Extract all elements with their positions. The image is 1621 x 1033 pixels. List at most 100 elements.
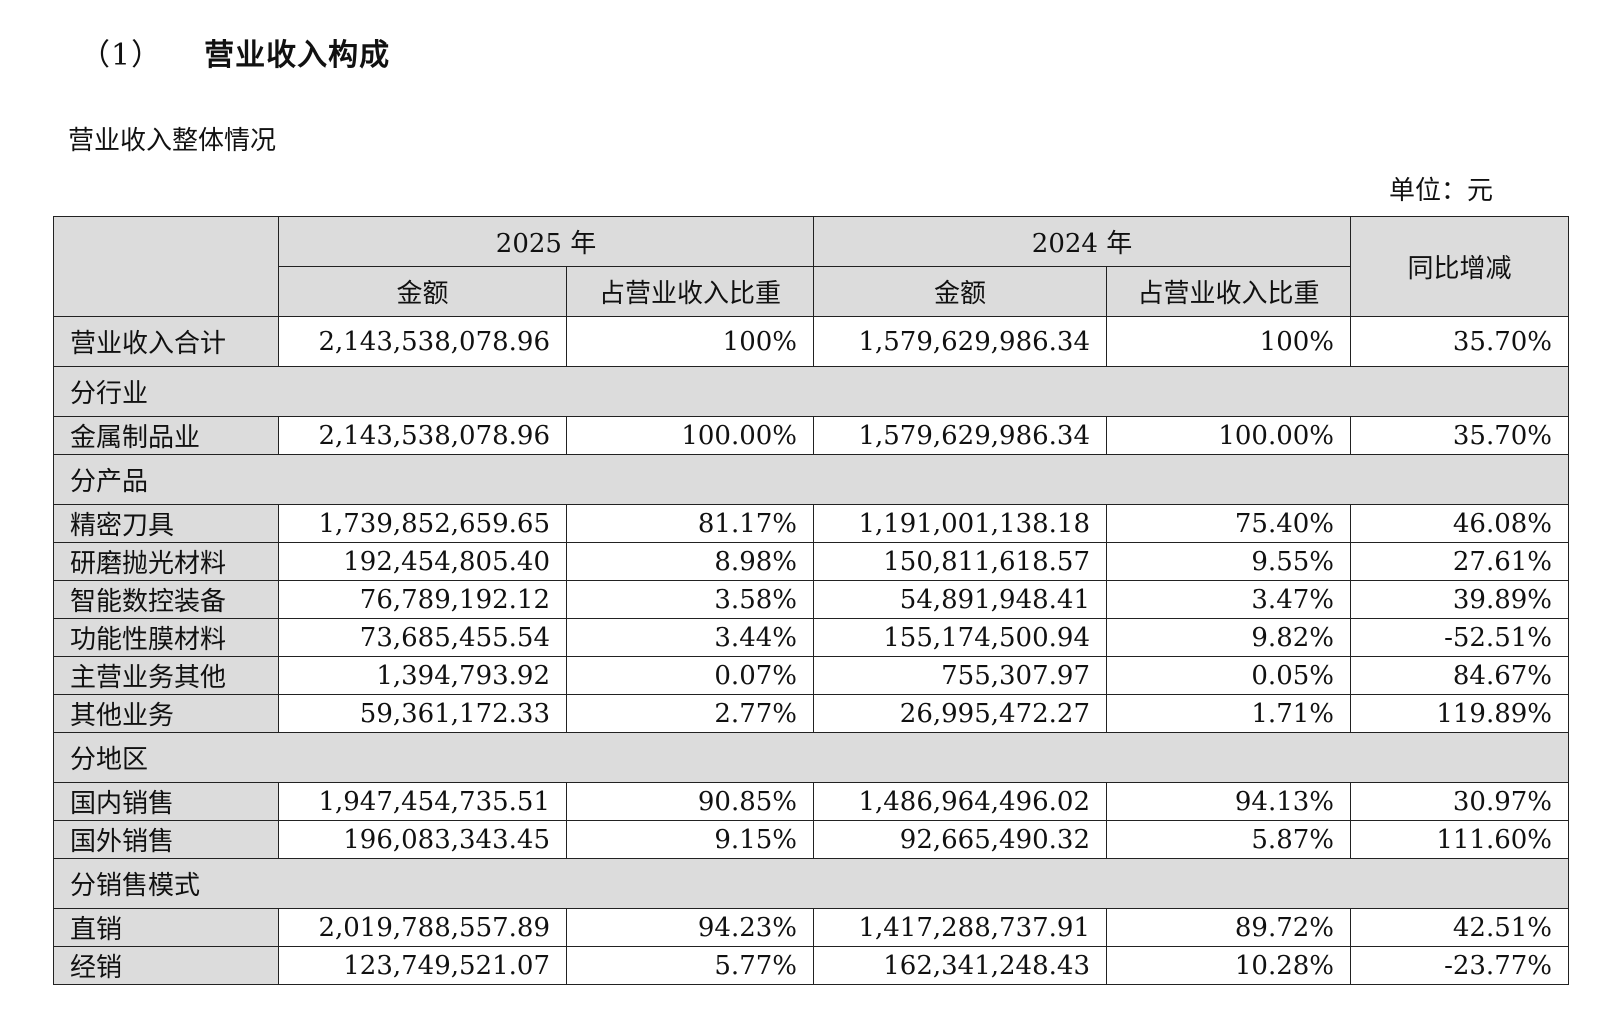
amount-2024-cell: 755,307.97	[813, 656, 1107, 695]
ratio-2024-cell: 3.47%	[1106, 580, 1351, 619]
amount-2024-cell: 92,665,490.32	[813, 820, 1107, 859]
header-ratio-2025: 占营业收入比重	[566, 266, 814, 317]
ratio-2024-cell: 100.00%	[1106, 416, 1351, 455]
yoy-change-cell: -52.51%	[1350, 618, 1569, 657]
header-row-columns: 金额 占营业收入比重 金额 占营业收入比重	[54, 266, 1569, 317]
amount-2024-cell: 1,579,629,986.34	[813, 416, 1107, 455]
amount-2025-cell: 2,143,538,078.96	[278, 316, 567, 367]
ratio-2025-cell: 8.98%	[566, 542, 814, 581]
row-label: 直销	[53, 908, 279, 947]
ratio-2024-cell: 9.82%	[1106, 618, 1351, 657]
amount-2024-cell: 1,579,629,986.34	[813, 316, 1107, 367]
row-label: 国内销售	[53, 782, 279, 821]
section-row: 分地区	[53, 732, 1569, 783]
header-ratio-2024: 占营业收入比重	[1106, 266, 1351, 317]
amount-2025-cell: 123,749,521.07	[278, 946, 567, 985]
revenue-table: 2025 年 2024 年 同比增减 金额 占营业收入比重 金额 占营业收入比重…	[53, 216, 1569, 985]
ratio-2025-cell: 94.23%	[566, 908, 814, 947]
amount-2025-cell: 1,739,852,659.65	[278, 504, 567, 543]
section-label: 分产品	[53, 454, 1569, 505]
ratio-2025-cell: 100%	[566, 316, 814, 367]
amount-2025-cell: 2,019,788,557.89	[278, 908, 567, 947]
yoy-change-cell: 35.70%	[1350, 416, 1569, 455]
yoy-change-cell: -23.77%	[1350, 946, 1569, 985]
ratio-2025-cell: 100.00%	[566, 416, 814, 455]
table-row: 智能数控装备 76,789,192.12 3.58% 54,891,948.41 3.4…	[53, 580, 1569, 619]
header-yoy: 同比增减	[1350, 216, 1569, 317]
amount-2024-cell: 1,417,288,737.91	[813, 908, 1107, 947]
yoy-change-cell: 119.89%	[1350, 694, 1569, 733]
ratio-2024-cell: 5.87%	[1106, 820, 1351, 859]
row-label: 其他业务	[53, 694, 279, 733]
table-subtitle: 营业收入整体情况	[68, 126, 277, 156]
ratio-2025-cell: 5.77%	[566, 946, 814, 985]
amount-2025-cell: 76,789,192.12	[278, 580, 567, 619]
table-body: 营业收入合计 2,143,538,078.96 100% 1,579,629,986.…	[53, 316, 1569, 985]
ratio-2024-cell: 89.72%	[1106, 908, 1351, 947]
header-blank	[53, 216, 279, 317]
amount-2025-cell: 59,361,172.33	[278, 694, 567, 733]
amount-2025-cell: 1,947,454,735.51	[278, 782, 567, 821]
header-amount-2025: 金额	[278, 266, 567, 317]
section-row: 分行业	[53, 366, 1569, 417]
heading-title: 营业收入构成	[204, 38, 391, 73]
section-label: 分行业	[53, 366, 1569, 417]
amount-2024-cell: 155,174,500.94	[813, 618, 1107, 657]
header-year-2025: 2025 年	[278, 216, 814, 267]
amount-2024-cell: 1,486,964,496.02	[813, 782, 1107, 821]
yoy-change-cell: 27.61%	[1350, 542, 1569, 581]
section-label: 分地区	[53, 732, 1569, 783]
table-row: 国外销售 196,083,343.45 9.15% 92,665,490.32 5.87…	[53, 820, 1569, 859]
amount-2025-cell: 2,143,538,078.96	[278, 416, 567, 455]
header-amount-2024: 金额	[813, 266, 1107, 317]
table-row: 国内销售 1,947,454,735.51 90.85% 1,486,964,496.…	[53, 782, 1569, 821]
table-row: 其他业务 59,361,172.33 2.77% 26,995,472.27 1.71%…	[53, 694, 1569, 733]
section-label: 分销售模式	[53, 858, 1569, 909]
table-row: 精密刀具 1,739,852,659.65 81.17% 1,191,001,138.…	[53, 504, 1569, 543]
amount-2025-cell: 1,394,793.92	[278, 656, 567, 695]
amount-2025-cell: 73,685,455.54	[278, 618, 567, 657]
amount-2024-cell: 150,811,618.57	[813, 542, 1107, 581]
ratio-2025-cell: 0.07%	[566, 656, 814, 695]
row-label: 金属制品业	[53, 416, 279, 455]
yoy-change-cell: 46.08%	[1350, 504, 1569, 543]
row-label: 经销	[53, 946, 279, 985]
ratio-2024-cell: 0.05%	[1106, 656, 1351, 695]
amount-2025-cell: 192,454,805.40	[278, 542, 567, 581]
ratio-2025-cell: 3.44%	[566, 618, 814, 657]
ratio-2024-cell: 9.55%	[1106, 542, 1351, 581]
ratio-2024-cell: 75.40%	[1106, 504, 1351, 543]
section-row: 分销售模式	[53, 858, 1569, 909]
table-row: 研磨抛光材料 192,454,805.40 8.98% 150,811,618.57 9…	[53, 542, 1569, 581]
yoy-change-cell: 111.60%	[1350, 820, 1569, 859]
row-label: 功能性膜材料	[53, 618, 279, 657]
unit-label: 单位：元	[1388, 176, 1493, 206]
amount-2024-cell: 1,191,001,138.18	[813, 504, 1107, 543]
row-label: 主营业务其他	[53, 656, 279, 695]
ratio-2024-cell: 1.71%	[1106, 694, 1351, 733]
ratio-2024-cell: 10.28%	[1106, 946, 1351, 985]
ratio-2025-cell: 9.15%	[566, 820, 814, 859]
yoy-change-cell: 39.89%	[1350, 580, 1569, 619]
total-row: 营业收入合计 2,143,538,078.96 100% 1,579,629,986.…	[53, 316, 1569, 367]
amount-2025-cell: 196,083,343.45	[278, 820, 567, 859]
header-row-years: 2025 年 2024 年 同比增减	[53, 216, 1569, 317]
table-row: 直销 2,019,788,557.89 94.23% 1,417,288,737.91…	[53, 908, 1569, 947]
row-label: 研磨抛光材料	[53, 542, 279, 581]
amount-2024-cell: 26,995,472.27	[813, 694, 1107, 733]
yoy-change-cell: 84.67%	[1350, 656, 1569, 695]
table-row: 主营业务其他 1,394,793.92 0.07% 755,307.97 0.05% 84…	[53, 656, 1569, 695]
yoy-change-cell: 42.51%	[1350, 908, 1569, 947]
ratio-2025-cell: 81.17%	[566, 504, 814, 543]
row-label: 国外销售	[53, 820, 279, 859]
section-row: 分产品	[53, 454, 1569, 505]
amount-2024-cell: 162,341,248.43	[813, 946, 1107, 985]
header-year-2024: 2024 年	[813, 216, 1351, 267]
amount-2024-cell: 54,891,948.41	[813, 580, 1107, 619]
table-row: 金属制品业 2,143,538,078.96 100.00% 1,579,629,98…	[53, 416, 1569, 455]
table-row: 经销 123,749,521.07 5.77% 162,341,248.43 10.28…	[53, 946, 1569, 985]
ratio-2025-cell: 3.58%	[566, 580, 814, 619]
heading-number: （1）	[80, 38, 163, 73]
ratio-2024-cell: 100%	[1106, 316, 1351, 367]
table-row: 功能性膜材料 73,685,455.54 3.44% 155,174,500.94 9.…	[53, 618, 1569, 657]
